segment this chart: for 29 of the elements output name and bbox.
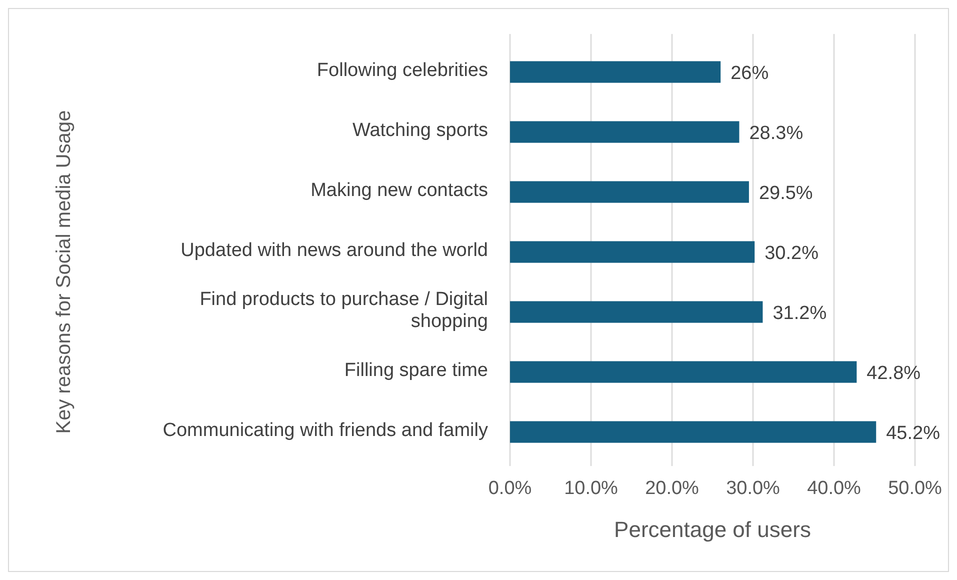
y-tick-label: Making new contacts [310,180,488,201]
data-label: 29.5% [758,183,813,204]
bar [510,61,721,83]
data-label: 26% [730,63,769,84]
data-label: 31.2% [772,303,827,324]
y-tick-label: Find products to purchase / Digital shopping [200,289,488,332]
x-axis-title: Percentage of users [614,517,811,542]
data-label: 45.2% [886,423,940,444]
y-axis-title: Key reasons for Social media Usage [53,110,75,434]
bar [510,361,857,383]
y-tick-label: Communicating with friends and family [162,420,488,441]
bar [510,241,755,263]
data-label: 30.2% [764,243,819,264]
bar [510,121,740,143]
bar [510,421,876,443]
x-tick-label: 10.0% [564,478,618,499]
y-tick-label: Updated with news around the world [180,240,488,261]
x-tick-label: 50.0% [888,478,942,499]
x-tick-label: 20.0% [645,478,700,499]
bar [510,181,749,203]
data-label: 42.8% [866,363,921,384]
y-tick-label: Filling spare time [344,360,488,381]
x-tick-label: 40.0% [807,478,862,499]
data-label: 28.3% [749,123,804,144]
bar [510,301,763,323]
x-tick-label: 0.0% [488,478,532,499]
y-tick-label: Watching sports [352,120,488,141]
y-tick-label: Following celebrities [316,60,488,81]
x-tick-label: 30.0% [726,478,780,499]
